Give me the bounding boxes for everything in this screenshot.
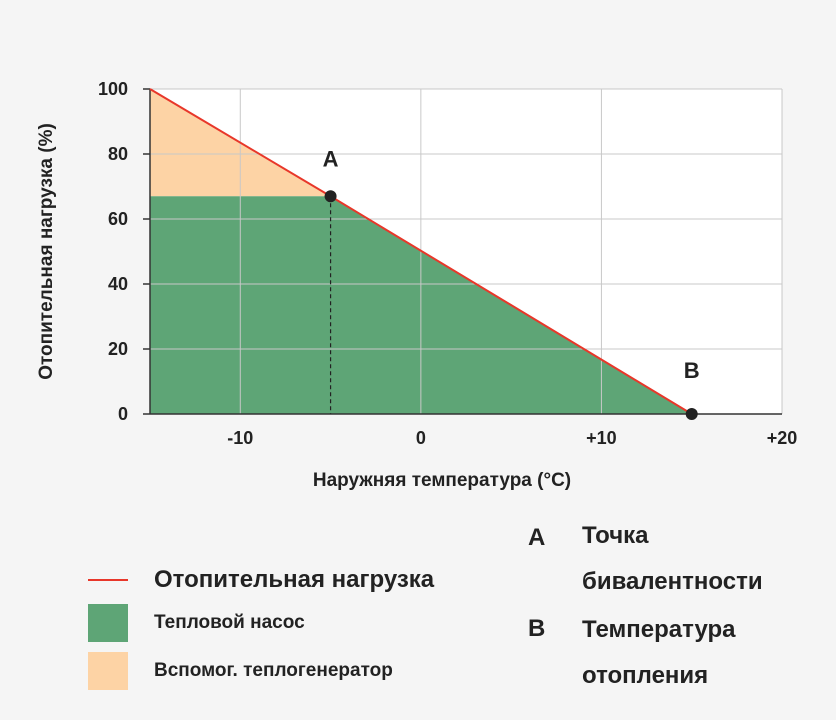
- legend-label-heat-pump: Тепловой насос: [154, 612, 305, 633]
- y-tick-label: 60: [108, 209, 128, 229]
- note-a-line2: бивалентности: [582, 568, 763, 595]
- x-axis-label: Наружняя температура (°C): [313, 470, 571, 491]
- legend-item-heating-load: Отопительная нагрузка: [88, 566, 434, 594]
- chart-axes: [143, 88, 782, 415]
- chart-labels: A B 0 20 40 60 80 100 -10 0 +10 +20 Наружняя темпера…: [36, 79, 797, 491]
- legend-item-aux-generator: Вспомог. теплогенератор: [88, 652, 393, 690]
- y-tick-label: 20: [108, 339, 128, 359]
- x-tick-label: -10: [227, 428, 253, 448]
- point-label-b: B: [684, 358, 700, 383]
- y-axis-label: Отопительная нагрузка (%): [36, 123, 57, 380]
- x-tick-label: +20: [767, 428, 798, 448]
- note-key-a: A: [528, 524, 546, 551]
- note-b-line1: Температура: [582, 616, 736, 643]
- chart-marks: [149, 88, 698, 420]
- point-a: [324, 190, 337, 203]
- chart: A B 0 20 40 60 80 100 -10 0 +10 +20 Наружняя темпера…: [36, 79, 797, 491]
- y-tick-label: 0: [118, 404, 128, 424]
- legend-label-heating-load: Отопительная нагрузка: [154, 566, 435, 593]
- point-b: [685, 408, 698, 420]
- y-tick-label: 40: [108, 274, 128, 294]
- y-tick-label: 80: [108, 144, 128, 164]
- legend-label-aux-generator: Вспомог. теплогенератор: [154, 660, 393, 681]
- legend-swatch-orange: [88, 652, 128, 690]
- note-key-b: B: [528, 615, 546, 642]
- point-label-a: A: [323, 146, 339, 171]
- legend-item-heat-pump: Тепловой насос: [88, 604, 305, 642]
- x-tick-label: +10: [586, 428, 617, 448]
- x-tick-label: 0: [416, 428, 426, 448]
- legend-line-red: [88, 579, 128, 581]
- note-a-line1: Точка: [582, 522, 649, 549]
- y-tick-label: 100: [98, 79, 128, 99]
- note-b-line2: отопления: [582, 662, 709, 689]
- legend-swatch-green: [88, 604, 128, 642]
